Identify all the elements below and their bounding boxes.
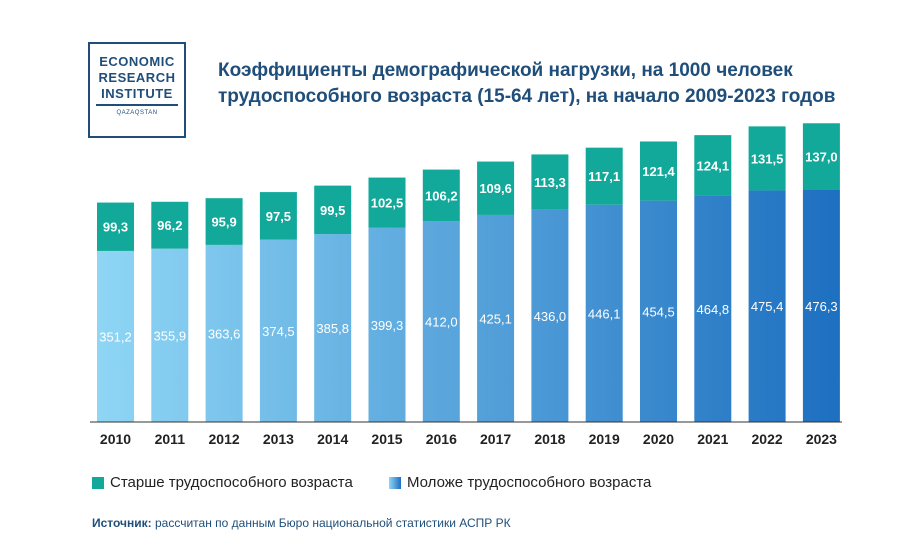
bar-older-2019 bbox=[585, 147, 623, 205]
source-note: Источник: рассчитан по данным Бюро нацио… bbox=[92, 516, 511, 530]
bar-older-2015 bbox=[368, 177, 406, 228]
label-older-2012: 95,9 bbox=[211, 215, 236, 230]
label-younger-2022: 475,4 bbox=[751, 299, 784, 314]
label-older-2020: 121,4 bbox=[642, 164, 675, 179]
bar-older-2012 bbox=[205, 198, 243, 245]
label-younger-2016: 412,0 bbox=[425, 315, 458, 330]
label-younger-2014: 385,8 bbox=[316, 321, 349, 336]
chart-title: Коэффициенты демографической нагрузки, н… bbox=[218, 60, 836, 107]
x-tick-2019: 2019 bbox=[589, 431, 620, 447]
label-older-2014: 99,5 bbox=[320, 203, 345, 218]
legend-swatch-older bbox=[92, 477, 104, 490]
x-tick-2023: 2023 bbox=[806, 431, 837, 447]
x-tick-2013: 2013 bbox=[263, 431, 294, 447]
label-older-2011: 96,2 bbox=[157, 218, 182, 233]
label-younger-2015: 399,3 bbox=[371, 318, 404, 333]
label-older-2015: 102,5 bbox=[371, 196, 404, 211]
logo-line-1: ECONOMIC bbox=[99, 54, 175, 69]
label-younger-2012: 363,6 bbox=[208, 326, 241, 341]
bar-older-2017 bbox=[477, 161, 515, 215]
label-younger-2013: 374,5 bbox=[262, 324, 295, 339]
bar-younger-2017 bbox=[477, 214, 515, 422]
label-younger-2021: 464,8 bbox=[697, 302, 730, 317]
bar-younger-2022 bbox=[748, 190, 786, 422]
label-older-2013: 97,5 bbox=[266, 209, 291, 224]
bar-older-2022 bbox=[748, 126, 786, 191]
x-tick-2010: 2010 bbox=[100, 431, 131, 447]
bar-older-2018 bbox=[531, 154, 569, 210]
bar-older-2016 bbox=[422, 169, 460, 222]
x-tick-2016: 2016 bbox=[426, 431, 457, 447]
eri-logo: ECONOMIC RESEARCH INSTITUTE QAZAQSTAN bbox=[88, 42, 186, 138]
x-tick-2011: 2011 bbox=[155, 431, 186, 447]
x-tick-2012: 2012 bbox=[209, 431, 240, 447]
bar-older-2013 bbox=[259, 192, 297, 240]
logo-line-4: QAZAQSTAN bbox=[116, 110, 158, 116]
label-older-2016: 106,2 bbox=[425, 188, 458, 203]
bar-younger-2011 bbox=[151, 248, 189, 422]
legend-label-older: Старше трудоспособного возраста bbox=[110, 474, 353, 491]
bar-younger-2015 bbox=[368, 227, 406, 422]
logo-line-3: INSTITUTE bbox=[96, 86, 178, 106]
bar-older-2014 bbox=[314, 185, 352, 235]
source-label: Источник: bbox=[92, 516, 152, 530]
x-tick-2017: 2017 bbox=[480, 431, 511, 447]
label-younger-2011: 355,9 bbox=[154, 328, 187, 343]
stacked-bar-chart: 351,2 99,3 355,9 96,2 363,6 95,9 374,5 97,5 385,… bbox=[90, 123, 842, 447]
bar-younger-2019 bbox=[585, 204, 623, 422]
bar-older-2023 bbox=[802, 123, 840, 190]
bar-younger-2018 bbox=[531, 209, 569, 422]
label-older-2018: 113,3 bbox=[534, 175, 566, 190]
x-tick-2020: 2020 bbox=[643, 431, 674, 447]
bar-older-2011 bbox=[151, 201, 189, 249]
bar-younger-2013 bbox=[259, 239, 297, 422]
bar-younger-2014 bbox=[314, 234, 352, 422]
label-younger-2019: 446,1 bbox=[588, 306, 621, 321]
x-tick-2014: 2014 bbox=[317, 431, 348, 447]
bar-older-2010 bbox=[97, 202, 134, 251]
label-older-2023: 137,0 bbox=[805, 150, 838, 165]
bar-younger-2020 bbox=[640, 200, 677, 422]
label-older-2022: 131,5 bbox=[751, 151, 784, 166]
label-younger-2017: 425,1 bbox=[479, 311, 512, 326]
label-older-2010: 99,3 bbox=[103, 220, 128, 235]
bar-older-2020 bbox=[640, 141, 677, 201]
bar-younger-2016 bbox=[422, 221, 460, 422]
legend-swatch-younger bbox=[389, 477, 401, 490]
bar-younger-2021 bbox=[694, 195, 732, 422]
label-younger-2010: 351,2 bbox=[99, 329, 132, 344]
x-tick-2021: 2021 bbox=[697, 431, 728, 447]
source-text: рассчитан по данным Бюро национальной ст… bbox=[155, 516, 511, 530]
label-older-2021: 124,1 bbox=[697, 158, 730, 173]
bar-older-2021 bbox=[694, 135, 732, 196]
label-younger-2018: 436,0 bbox=[534, 309, 567, 324]
x-tick-2022: 2022 bbox=[752, 431, 783, 447]
bar-younger-2010 bbox=[97, 250, 134, 422]
x-tick-2015: 2015 bbox=[371, 431, 402, 447]
bar-younger-2023 bbox=[802, 189, 840, 422]
bar-younger-2012 bbox=[205, 244, 243, 422]
legend-label-younger: Моложе трудоспособного возраста bbox=[407, 474, 652, 491]
legend-item-younger: Моложе трудоспособного возраста bbox=[389, 474, 651, 491]
x-tick-2018: 2018 bbox=[534, 431, 565, 447]
legend-item-older: Старше трудоспособного возраста bbox=[92, 474, 353, 491]
label-older-2017: 109,6 bbox=[479, 181, 512, 196]
label-older-2019: 117,1 bbox=[588, 169, 620, 184]
legend: Старше трудоспособного возраста Моложе т… bbox=[92, 474, 683, 491]
label-younger-2023: 476,3 bbox=[805, 299, 838, 314]
logo-line-2: RESEARCH bbox=[98, 70, 176, 85]
label-younger-2020: 454,5 bbox=[642, 304, 675, 319]
